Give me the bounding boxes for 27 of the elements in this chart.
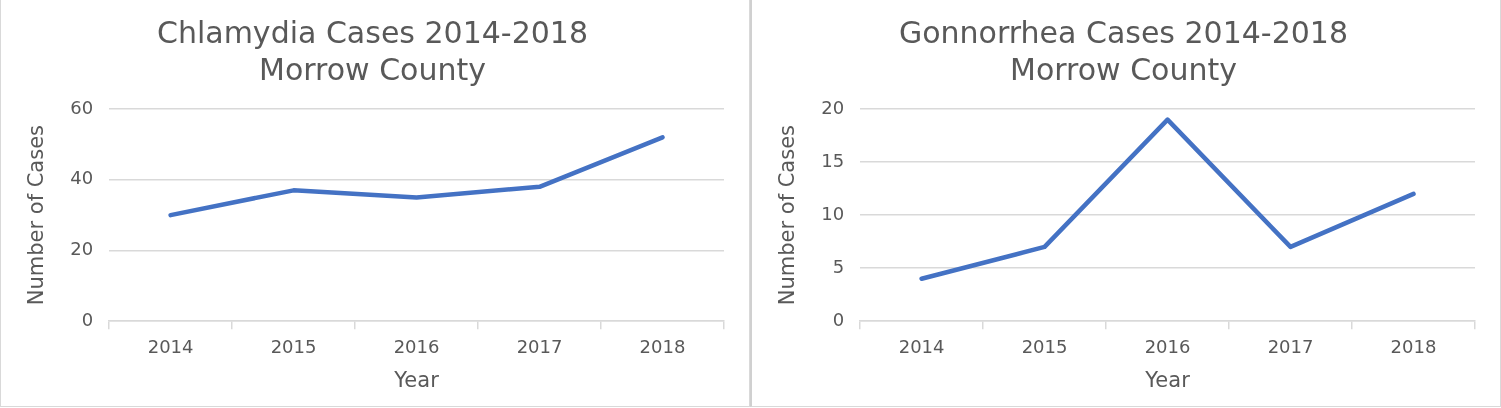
y-tick-label: 20 xyxy=(70,238,94,260)
x-tick-label: 2014 xyxy=(898,335,945,357)
text: Chlamydia Cases 2014-2018 xyxy=(156,14,589,50)
text: Morrow County xyxy=(259,52,486,88)
y-axis-title: Number of Cases xyxy=(24,124,49,306)
x-tick-label: 2015 xyxy=(1021,335,1068,357)
y-tick-label: 10 xyxy=(821,202,845,224)
x-tick-label: 2014 xyxy=(147,335,194,357)
y-tick-label: 0 xyxy=(832,308,845,330)
x-tick-label: 2017 xyxy=(1267,335,1314,357)
x-tick-label: 2018 xyxy=(639,335,686,357)
y-axis-title: Number of Cases xyxy=(775,124,800,306)
y-tick-label: 20 xyxy=(821,96,845,118)
x-axis-title: Year xyxy=(1144,367,1191,392)
text: Gonnorrhea Cases 2014-2018 xyxy=(898,14,1349,50)
y-tick-label: 0 xyxy=(81,308,94,330)
y-tick-label: 40 xyxy=(70,167,94,189)
text: Morrow County xyxy=(1010,52,1237,88)
y-tick-label: 60 xyxy=(70,96,94,118)
x-tick-label: 2015 xyxy=(270,335,317,357)
y-tick-label: 5 xyxy=(832,255,845,277)
y-tick-label: 15 xyxy=(821,149,845,171)
x-tick-label: 2016 xyxy=(1144,335,1191,357)
x-tick-label: 2016 xyxy=(393,335,440,357)
x-axis-title: Year xyxy=(393,367,440,392)
x-tick-label: 2018 xyxy=(1390,335,1437,357)
x-tick-label: 2017 xyxy=(516,335,563,357)
